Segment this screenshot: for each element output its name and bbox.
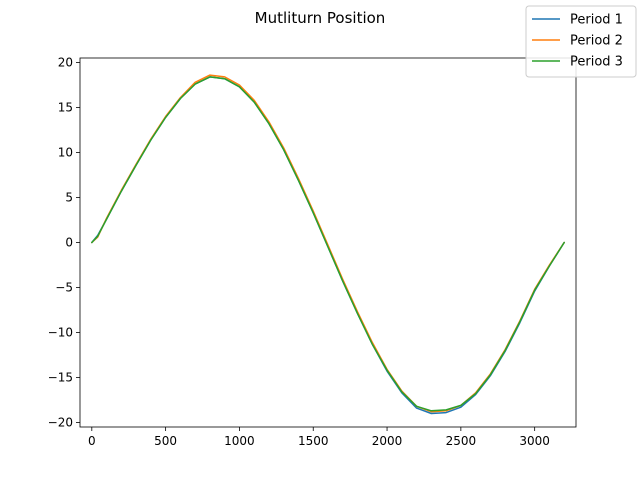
y-tick-label: 20	[58, 56, 73, 70]
x-tick-label: 1500	[298, 434, 329, 448]
plot-frame	[79, 57, 577, 428]
plot-axes: 0 500 1000 1500 2000 2500 3000 −20 −15 −10 −5 0 5 10 1…	[48, 56, 577, 448]
x-tick-label: 0	[88, 434, 96, 448]
y-tick-label: 15	[58, 101, 73, 115]
y-tick-label: −20	[48, 416, 73, 430]
x-tick-label: 2500	[446, 434, 477, 448]
y-tick-label: 0	[65, 236, 73, 250]
legend-label: Period 1	[570, 13, 623, 28]
x-tick-label: 500	[154, 434, 177, 448]
x-tick-label: 1000	[224, 434, 255, 448]
y-tick-label: 5	[65, 191, 73, 205]
legend-box	[525, 5, 637, 78]
y-tick-label: −15	[48, 371, 73, 385]
series-layer	[91, 74, 565, 415]
chart-title: Mutliturn Position	[255, 9, 386, 27]
series-line-period-2	[91, 74, 565, 413]
legend-label: Period 2	[570, 34, 623, 49]
legend: Period 1 Period 2 Period 3	[525, 5, 637, 78]
y-tick-label: 10	[58, 146, 73, 160]
series-line-period-3	[91, 76, 565, 412]
legend-label: Period 3	[570, 55, 623, 70]
x-tick-label: 2000	[372, 434, 403, 448]
y-tick-label: −5	[55, 281, 73, 295]
x-tick-label: 3000	[519, 434, 550, 448]
y-tick-label: −10	[48, 326, 73, 340]
